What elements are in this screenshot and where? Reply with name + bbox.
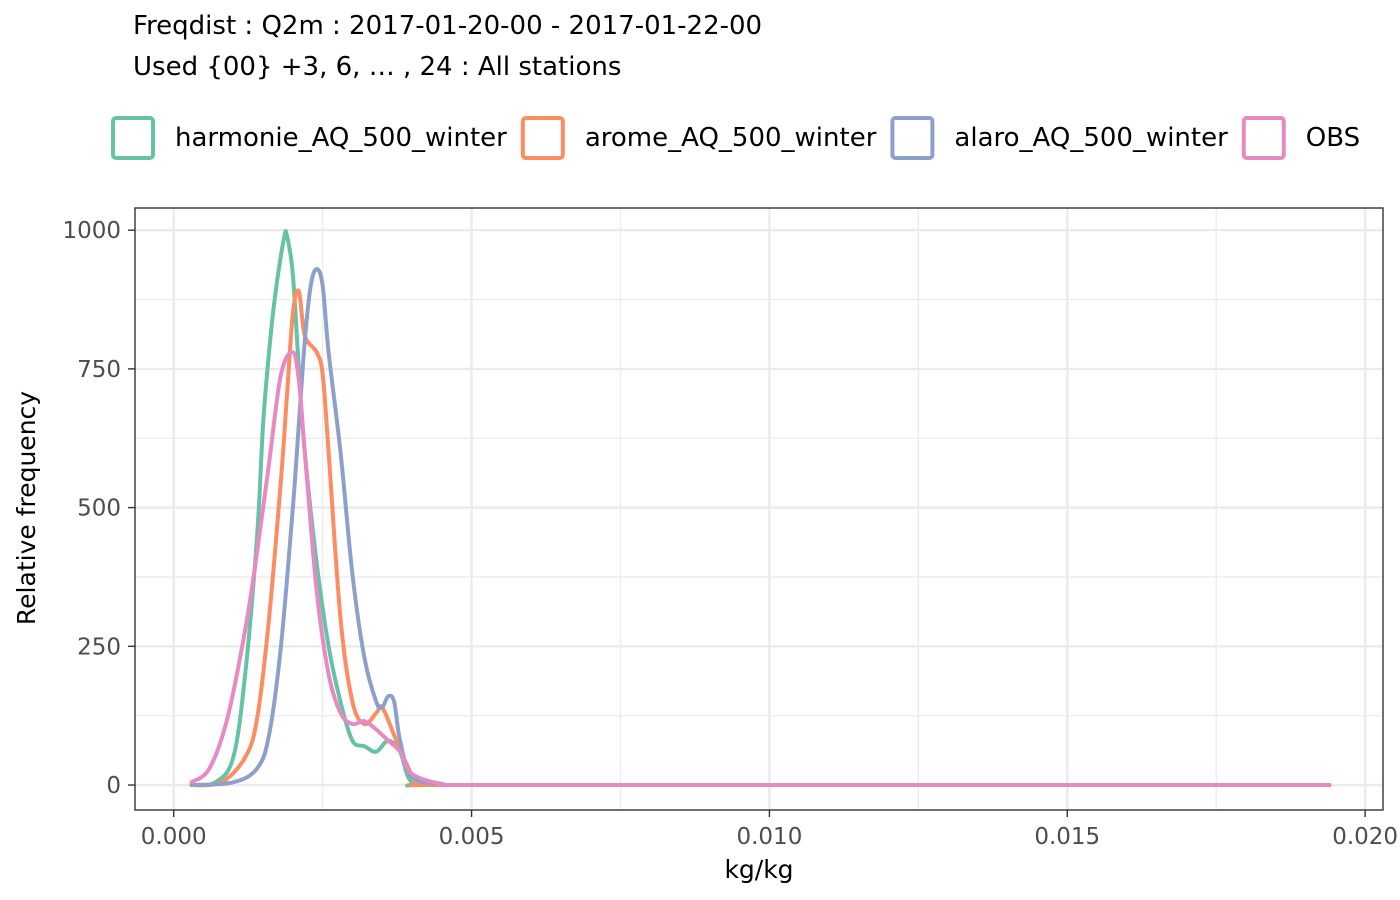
y-tick-label: 1000 (62, 218, 121, 244)
x-axis: 0.000 0.005 0.010 0.015 0.020 (141, 810, 1398, 850)
legend-label-alaro-aq-500-winter: alaro_AQ_500_winter (954, 123, 1228, 153)
legend-label-obs: OBS (1306, 123, 1360, 153)
x-tick-label: 0.020 (1332, 824, 1398, 850)
y-tick-label: 750 (77, 357, 121, 383)
y-tick-label: 0 (106, 773, 121, 799)
y-tick-label: 250 (77, 634, 121, 660)
y-tick-label: 500 (77, 496, 121, 522)
legend-label-harmonie-aq-500-winter: harmonie_AQ_500_winter (175, 123, 507, 153)
x-tick-label: 0.000 (141, 824, 207, 850)
legend-key-obs (1241, 116, 1286, 160)
x-tick-label: 0.015 (1034, 824, 1100, 850)
x-tick-label: 0.005 (439, 824, 505, 850)
y-axis: 0 250 500 750 1000 (62, 218, 135, 799)
x-tick-label: 0.010 (736, 824, 802, 850)
legend-key-arome-aq-500-winter (520, 116, 565, 160)
panel-border (134, 207, 1384, 811)
minor-gridlines (135, 208, 1383, 810)
chart-title: Freqdist : Q2m : 2017-01-20-00 - 2017-01… (133, 11, 762, 41)
y-axis-label: Relative frequency (12, 391, 41, 625)
legend-key-harmonie-aq-500-winter (111, 116, 155, 160)
series-lines (189, 229, 1332, 788)
chart-subtitle: Used {00} +3, 6, … , 24 : All stations (133, 52, 621, 82)
legend-label-arome-aq-500-winter: arome_AQ_500_winter (585, 123, 877, 153)
plot-area (134, 207, 1384, 811)
legend-key-alaro-aq-500-winter (890, 116, 935, 160)
legend: harmonie_AQ_500_winter arome_AQ_500_winte… (111, 116, 1360, 160)
series-line-obs (189, 350, 1332, 788)
x-axis-label: kg/kg (724, 855, 793, 884)
